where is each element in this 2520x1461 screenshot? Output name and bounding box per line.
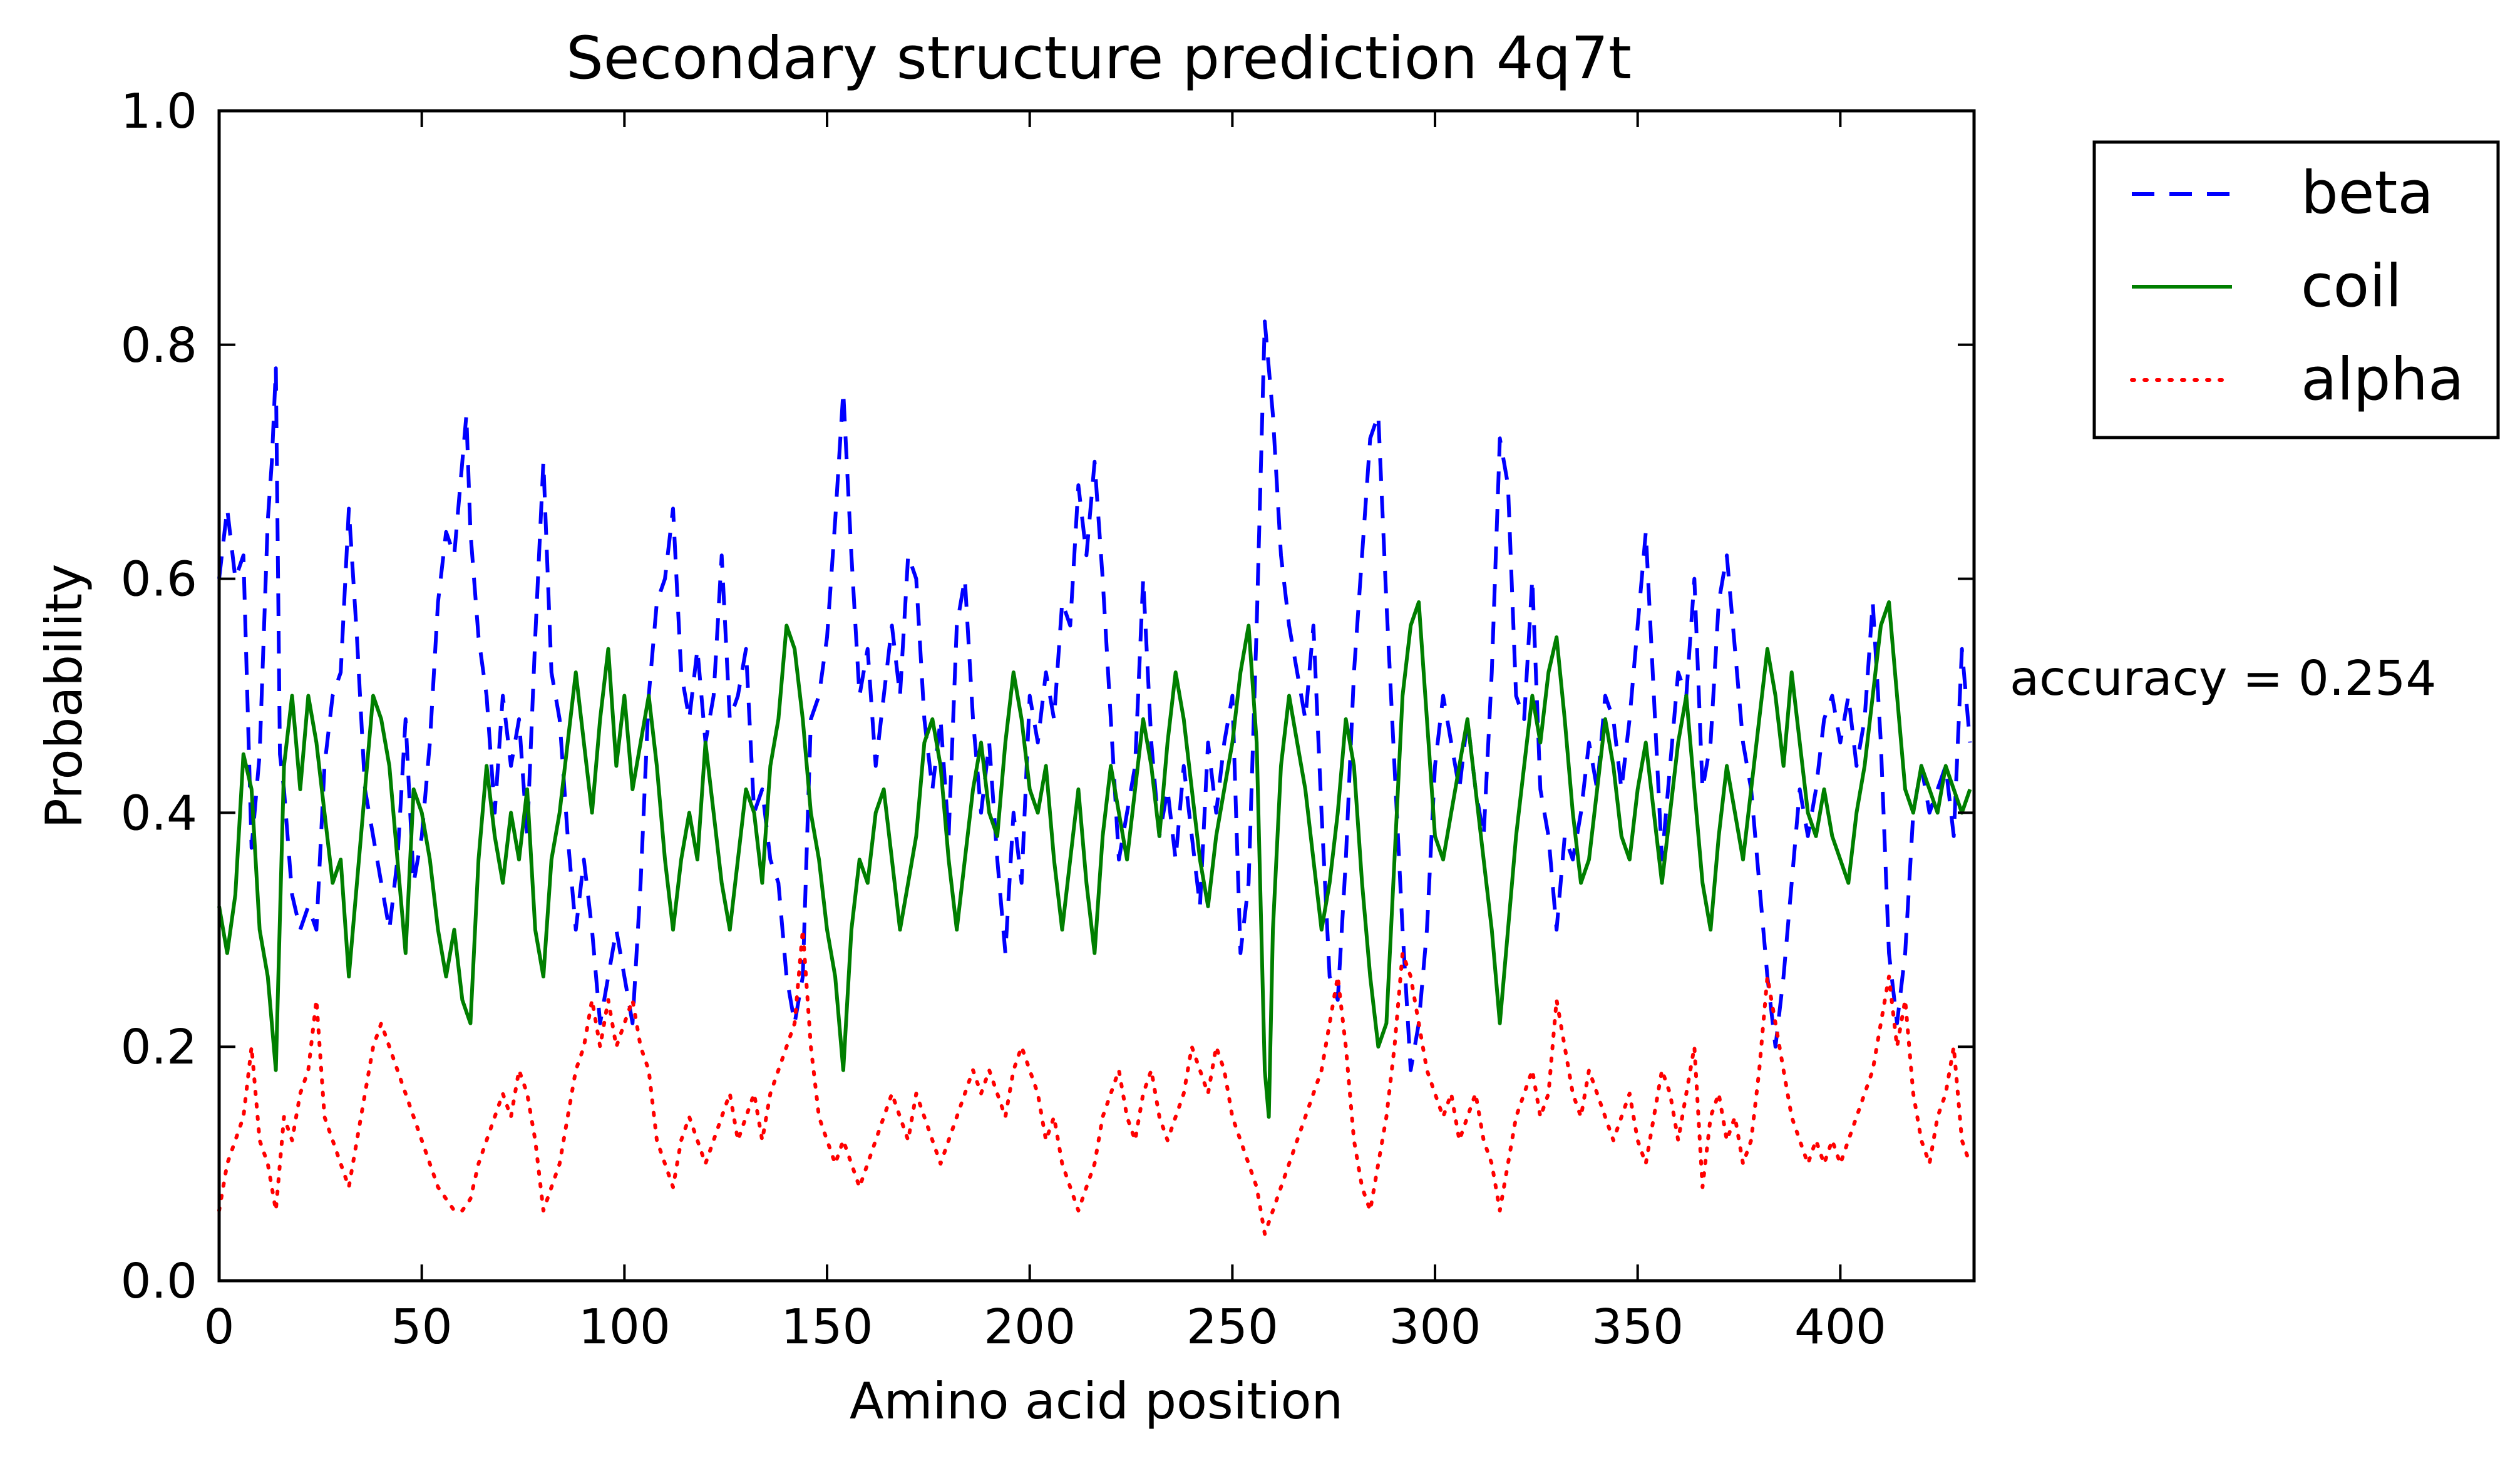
series-line-alpha [217, 928, 1972, 1236]
chart-title: Secondary structure prediction 4q7t [566, 24, 1632, 93]
y-tick-label: 0.6 [121, 552, 197, 608]
legend: beta coil alpha [2092, 140, 2500, 439]
accuracy-annotation: accuracy = 0.254 [2010, 651, 2436, 707]
x-tick-label: 0 [204, 1300, 235, 1355]
y-tick-label: 0.4 [121, 786, 197, 841]
legend-box [2092, 140, 2500, 439]
x-axis-label: Amino acid position [850, 1372, 1343, 1430]
series-layer [217, 319, 1972, 1236]
legend-label-coil: coil [2301, 252, 2402, 320]
x-tick-label: 150 [781, 1300, 873, 1355]
legend-label-alpha: alpha [2301, 346, 2464, 414]
series-line-beta [217, 319, 1972, 1072]
x-tick-label: 400 [1794, 1300, 1886, 1355]
series-line-coil [217, 600, 1972, 1119]
x-tick-label: 350 [1592, 1300, 1684, 1355]
y-tick-label: 0.2 [121, 1020, 197, 1075]
y-tick-label: 0.8 [121, 318, 197, 374]
y-tick-label: 1.0 [121, 84, 197, 140]
x-tick-label: 100 [579, 1300, 671, 1355]
legend-label-beta: beta [2301, 159, 2434, 227]
y-axis-label: Probability [35, 564, 93, 829]
axis-ticks: 0 50 100 150 200 250 300 350 400 0.0 0.2 0.4 0.6 0.8 1… [121, 84, 1974, 1355]
x-tick-label: 200 [984, 1300, 1076, 1355]
plot-frame [217, 109, 1976, 1283]
x-tick-label: 250 [1186, 1300, 1278, 1355]
x-tick-label: 50 [391, 1300, 453, 1355]
x-tick-label: 300 [1389, 1300, 1481, 1355]
y-tick-label: 0.0 [121, 1254, 197, 1310]
